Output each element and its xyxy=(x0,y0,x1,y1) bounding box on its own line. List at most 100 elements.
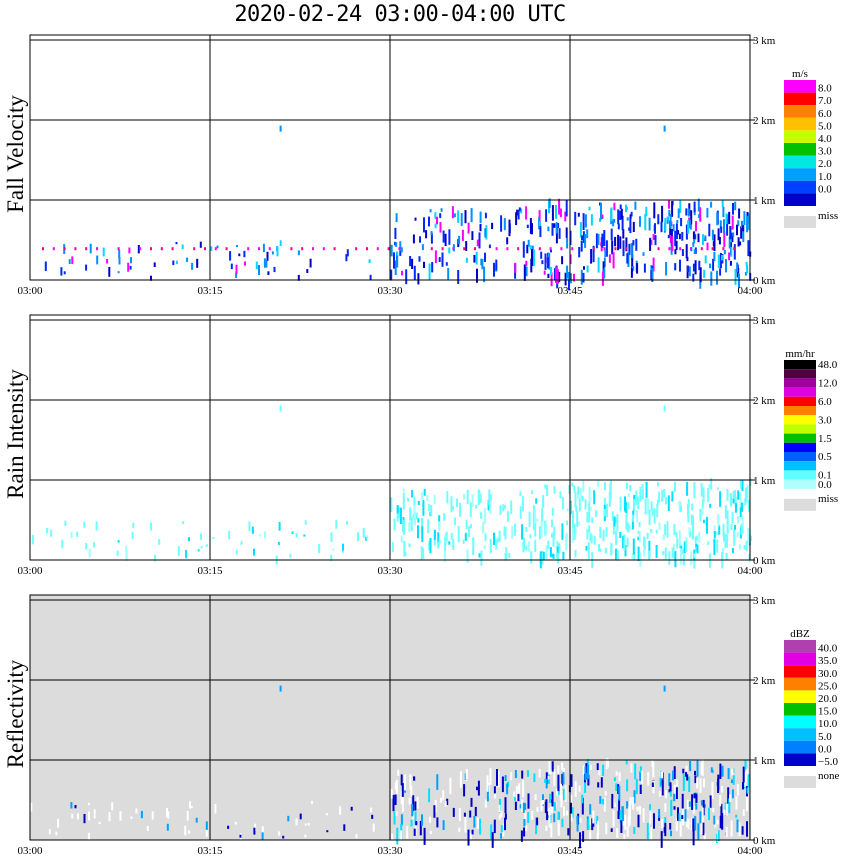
data-cell xyxy=(631,518,634,530)
data-cell xyxy=(555,205,557,219)
reflectivity-panel: 0 km 1 km 2 km 3 km 03:00 03:15 03:30 03:45 04:0… xyxy=(3,594,840,857)
data-cell xyxy=(627,502,630,509)
data-cell xyxy=(626,827,629,837)
data-cell xyxy=(633,790,636,804)
data-cell xyxy=(698,532,701,543)
time-tick-label: 03:15 xyxy=(197,565,223,577)
data-cell xyxy=(687,503,689,516)
data-cell xyxy=(333,247,336,251)
data-cell xyxy=(574,781,577,797)
data-cell xyxy=(710,201,713,208)
data-cell xyxy=(600,777,603,788)
data-cell xyxy=(395,779,398,795)
data-cell xyxy=(732,775,735,785)
data-cell xyxy=(559,491,562,499)
data-cell xyxy=(433,805,436,818)
data-cell xyxy=(400,247,403,253)
data-cell xyxy=(669,214,672,229)
data-cell xyxy=(608,491,611,507)
data-cell xyxy=(598,770,601,776)
data-cell xyxy=(439,222,442,233)
data-cell xyxy=(557,765,560,776)
data-cell xyxy=(519,506,522,519)
data-cell xyxy=(641,484,644,488)
data-cell xyxy=(589,507,592,511)
data-cell xyxy=(584,234,587,248)
data-cell xyxy=(390,497,393,513)
data-cell xyxy=(605,527,608,537)
data-cell xyxy=(556,789,559,796)
data-cell xyxy=(602,529,605,542)
data-cell xyxy=(625,237,628,252)
data-cell xyxy=(146,825,149,831)
data-cell xyxy=(667,216,669,221)
data-cell xyxy=(151,811,154,820)
data-cell xyxy=(542,800,544,805)
data-cell xyxy=(694,770,696,776)
data-cell xyxy=(457,526,460,543)
data-cell xyxy=(491,222,494,230)
data-cell xyxy=(216,245,219,249)
data-cell xyxy=(177,546,180,556)
data-cell xyxy=(638,522,641,528)
data-cell xyxy=(650,240,653,245)
data-cell xyxy=(330,554,333,561)
data-cell xyxy=(682,548,685,566)
data-cell xyxy=(355,247,358,251)
data-cell xyxy=(428,263,431,281)
data-cell xyxy=(407,497,409,502)
data-cell xyxy=(478,553,481,558)
data-cell xyxy=(692,263,695,272)
data-cell xyxy=(470,208,473,223)
data-cell xyxy=(625,247,628,251)
data-cell xyxy=(547,252,549,269)
data-cell xyxy=(687,265,689,272)
data-cell xyxy=(529,218,532,234)
height-tick-label: 1 km xyxy=(753,475,776,487)
data-cell xyxy=(476,268,478,283)
data-cell xyxy=(465,519,468,530)
data-cell xyxy=(721,786,723,793)
data-cell xyxy=(686,481,689,496)
data-cell xyxy=(709,795,712,808)
data-cell xyxy=(258,247,260,251)
data-cell xyxy=(304,520,307,525)
data-cell xyxy=(248,521,251,532)
data-cell xyxy=(476,786,478,791)
data-cell xyxy=(564,211,567,222)
data-cell xyxy=(429,209,432,213)
data-cell xyxy=(565,535,568,551)
data-cell xyxy=(472,548,475,555)
data-cell xyxy=(651,509,654,516)
data-cell xyxy=(588,206,591,211)
data-cell xyxy=(299,813,302,820)
data-cell xyxy=(411,804,414,817)
data-cell xyxy=(474,806,477,817)
data-cell xyxy=(440,208,443,212)
data-cell xyxy=(677,230,680,235)
data-cell xyxy=(648,509,651,526)
time-tick-label: 03:45 xyxy=(557,845,583,857)
data-cell xyxy=(713,525,716,531)
data-cell xyxy=(89,243,92,254)
data-cell xyxy=(568,484,571,494)
data-cell xyxy=(279,405,282,412)
data-cell xyxy=(721,765,724,777)
data-cell xyxy=(618,799,621,816)
data-cell xyxy=(628,816,631,826)
data-cell xyxy=(428,504,431,511)
legend-swatch xyxy=(784,180,816,194)
data-cell xyxy=(597,257,600,273)
data-cell xyxy=(188,537,190,542)
data-cell xyxy=(652,257,655,272)
data-cell xyxy=(489,502,492,514)
data-cell xyxy=(632,266,635,271)
data-cell xyxy=(735,814,738,818)
data-cell xyxy=(462,539,465,544)
legend-swatch xyxy=(784,406,816,416)
data-cell xyxy=(524,803,527,810)
data-cell xyxy=(548,253,551,270)
data-cell xyxy=(747,240,750,257)
data-cell xyxy=(543,270,546,275)
data-cell xyxy=(693,798,696,808)
